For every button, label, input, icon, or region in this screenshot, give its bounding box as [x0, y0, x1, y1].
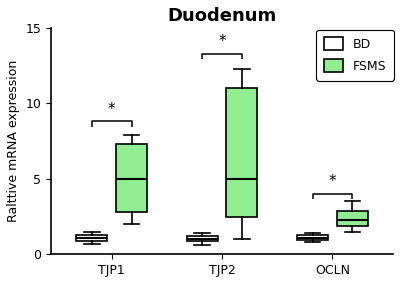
Text: *: *: [328, 174, 336, 189]
Legend: BD, FSMS: BD, FSMS: [316, 30, 394, 81]
PathPatch shape: [187, 236, 218, 241]
PathPatch shape: [337, 210, 368, 226]
Y-axis label: Ralttive mRNA expression: Ralttive mRNA expression: [7, 60, 20, 222]
PathPatch shape: [116, 144, 147, 212]
PathPatch shape: [226, 88, 257, 217]
PathPatch shape: [297, 235, 328, 240]
Title: Duodenum: Duodenum: [168, 7, 277, 25]
Text: *: *: [108, 102, 116, 117]
PathPatch shape: [76, 235, 107, 241]
Text: *: *: [218, 34, 226, 49]
